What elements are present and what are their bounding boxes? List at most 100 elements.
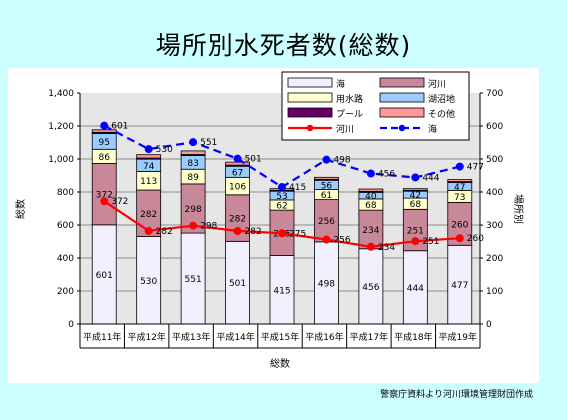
line-point <box>100 197 109 206</box>
y-tick-label-right: 200 <box>486 254 503 264</box>
legend-marker <box>398 124 406 132</box>
bar-segment <box>314 199 339 243</box>
legend-label: プール <box>336 109 363 120</box>
y-tick-label-left: 1,000 <box>48 155 74 165</box>
bar-value-label: 61 <box>321 191 332 201</box>
bar-value-label: 68 <box>365 201 377 211</box>
bar-value-label: 68 <box>410 200 422 210</box>
legend-swatch <box>287 92 333 103</box>
bar-value-label: 498 <box>318 279 335 289</box>
bar-value-label: 74 <box>143 162 155 172</box>
bar-value-label: 551 <box>185 275 202 285</box>
line-point <box>322 155 331 164</box>
bar-segment <box>314 176 339 180</box>
bar-segment <box>180 150 206 155</box>
y-tick-label-right: 300 <box>486 221 503 231</box>
bar-value-label: 601 <box>96 271 113 281</box>
y-tick-label-right: 400 <box>486 188 503 198</box>
legend-swatch <box>379 107 425 118</box>
line-point <box>411 237 420 246</box>
line-value-label: 298 <box>200 222 217 232</box>
source-note: 警察庁資料より河川環境管理財団作成 <box>380 390 533 400</box>
bar-value-label: 282 <box>229 215 246 225</box>
bar-value-label: 372 <box>96 191 113 201</box>
x-tick-label: 平成18年 <box>394 331 432 343</box>
y-tick-label-left: 1,200 <box>48 122 74 132</box>
bar-value-label: 477 <box>451 281 468 291</box>
bar-value-label: 501 <box>229 279 246 289</box>
line-value-label: 601 <box>111 122 128 132</box>
x-tick-label: 平成11年 <box>83 331 121 343</box>
y-axis-title-left: 総数 <box>14 199 27 219</box>
line-value-label: 251 <box>422 237 439 247</box>
bar-value-label: 73 <box>454 193 465 203</box>
line-point <box>233 226 242 235</box>
legend-label: 海 <box>428 123 437 135</box>
bar-value-label: 113 <box>140 177 157 187</box>
x-tick-label: 平成12年 <box>127 331 165 343</box>
x-tick-label: 平成14年 <box>216 331 254 343</box>
line-value-label: 256 <box>333 236 350 246</box>
bar-value-label: 260 <box>451 220 468 230</box>
legend-label: 用水路 <box>336 93 363 105</box>
bar-segment <box>136 154 162 159</box>
line-value-label: 282 <box>245 227 262 237</box>
y-tick-label-right: 0 <box>486 320 492 330</box>
bar-value-label: 456 <box>362 283 379 293</box>
line-value-label: 498 <box>333 156 350 166</box>
bar-value-label: 415 <box>273 286 290 296</box>
x-tick-label: 平成15年 <box>261 331 299 343</box>
line-value-label: 444 <box>422 173 439 183</box>
y-tick-label-right: 600 <box>486 122 503 132</box>
y-tick-label-left: 600 <box>57 221 74 231</box>
line-value-label: 260 <box>467 234 484 244</box>
bar-segment <box>447 179 473 183</box>
y-tick-label-left: 200 <box>57 287 74 297</box>
bar-value-label: 67 <box>232 168 243 178</box>
bar-segment <box>180 232 206 325</box>
line-point <box>366 169 375 178</box>
line-point <box>455 234 464 243</box>
bar-value-label: 282 <box>140 210 157 220</box>
line-point <box>411 173 420 182</box>
legend-label: 河川 <box>336 123 354 135</box>
y-tick-label-right: 700 <box>486 89 503 99</box>
line-point <box>278 183 286 192</box>
bar-segment <box>91 163 117 226</box>
bar-segment <box>402 250 428 325</box>
line-point <box>278 229 286 238</box>
x-tick-label: 平成19年 <box>439 331 477 343</box>
line-value-label: 282 <box>156 227 173 237</box>
line-point <box>144 226 153 235</box>
y-tick-label-left: 400 <box>57 254 74 264</box>
y-axis-title-right: 場所別 <box>512 194 525 224</box>
bar-value-label: 40 <box>365 192 377 202</box>
bar-value-label: 444 <box>407 284 424 294</box>
y-tick-label-right: 500 <box>486 155 503 165</box>
x-tick-label: 平成17年 <box>350 331 388 343</box>
line-value-label: 234 <box>378 243 395 253</box>
line-point <box>100 121 109 130</box>
bar-value-label: 256 <box>318 217 335 227</box>
line-value-label: 456 <box>378 170 395 180</box>
bar-value-label: 56 <box>321 181 333 191</box>
bar-value-label: 298 <box>185 205 202 215</box>
bar-value-label: 106 <box>229 183 246 193</box>
line-point <box>366 242 375 251</box>
bar-value-label: 234 <box>362 226 379 236</box>
legend-marker <box>306 124 314 132</box>
legend-swatch <box>379 77 425 88</box>
bar-value-label: 53 <box>276 192 287 202</box>
y-tick-label-left: 1,400 <box>48 89 74 99</box>
legend-swatch <box>287 107 333 118</box>
bar-segment <box>136 236 162 325</box>
line-value-label: 372 <box>111 197 128 207</box>
legend-swatch <box>379 92 425 103</box>
line-point <box>233 154 242 163</box>
y-tick-label-right: 100 <box>486 287 503 297</box>
line-value-label: 501 <box>245 155 262 165</box>
bar-value-label: 95 <box>98 138 109 148</box>
y-tick-label-left: 0 <box>68 320 74 330</box>
bar-value-label: 42 <box>410 191 421 201</box>
bar-value-label: 86 <box>98 153 110 163</box>
